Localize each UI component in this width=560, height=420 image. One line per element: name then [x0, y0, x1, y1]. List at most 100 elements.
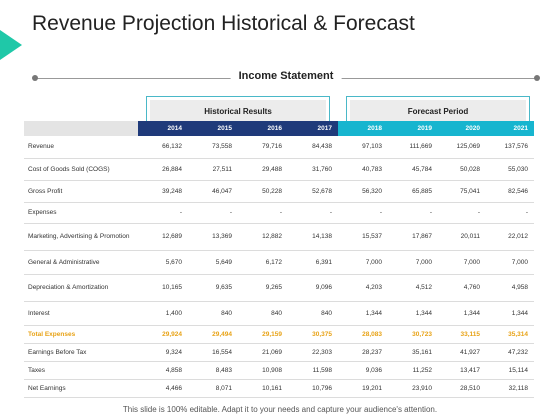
value-cell: 8,071 — [188, 379, 238, 398]
value-cell: 35,161 — [388, 343, 438, 362]
year-header: 2017 — [288, 121, 338, 136]
row-label: Depreciation & Amortization — [24, 274, 138, 302]
value-cell: 45,784 — [388, 158, 438, 181]
value-cell: 6,391 — [288, 250, 338, 275]
value-cell: 13,417 — [438, 361, 486, 380]
value-cell: 11,252 — [388, 361, 438, 380]
value-cell: 111,669 — [388, 136, 438, 159]
row-label: Revenue — [24, 136, 138, 159]
value-cell: - — [486, 202, 534, 224]
value-cell: - — [388, 202, 438, 224]
value-cell: 10,908 — [238, 361, 288, 380]
value-cell: 28,083 — [338, 325, 388, 344]
value-cell: 15,537 — [338, 223, 388, 251]
value-cell: - — [438, 202, 486, 224]
year-header: 2021 — [486, 121, 534, 136]
row-label: Earnings Before Tax — [24, 343, 138, 362]
row-label: Marketing, Advertising & Promotion — [24, 223, 138, 251]
value-cell: 7,000 — [388, 250, 438, 275]
value-cell: 125,069 — [438, 136, 486, 159]
year-header: 2015 — [188, 121, 238, 136]
value-cell: 1,344 — [338, 301, 388, 326]
value-cell: 137,576 — [486, 136, 534, 159]
value-cell: 79,716 — [238, 136, 288, 159]
value-cell: 1,344 — [388, 301, 438, 326]
value-cell: 4,512 — [388, 274, 438, 302]
subtitle-dot-left — [32, 75, 38, 81]
value-cell: 7,000 — [438, 250, 486, 275]
row-label: Total Expenses — [24, 325, 138, 344]
value-cell: 10,165 — [138, 274, 188, 302]
value-cell: 65,885 — [388, 180, 438, 203]
value-cell: 1,344 — [486, 301, 534, 326]
value-cell: 10,796 — [288, 379, 338, 398]
table-row: Depreciation & Amortization 10,165 9,635 9,… — [24, 274, 534, 302]
value-cell: 9,036 — [338, 361, 388, 380]
value-cell: 21,069 — [238, 343, 288, 362]
value-cell: - — [238, 202, 288, 224]
value-cell: 27,511 — [188, 158, 238, 181]
value-cell: 29,924 — [138, 325, 188, 344]
page-title: Revenue Projection Historical & Forecast — [32, 12, 415, 35]
row-label: General & Administrative — [24, 250, 138, 275]
value-cell: 29,159 — [238, 325, 288, 344]
value-cell: 13,369 — [188, 223, 238, 251]
year-header: 2019 — [388, 121, 438, 136]
subtitle: Income Statement — [230, 70, 342, 82]
value-cell: 5,649 — [188, 250, 238, 275]
forecast-group-label: Forecast Period — [350, 100, 526, 123]
table-row: Expenses - - - - - - - - — [24, 202, 534, 224]
value-cell: 33,115 — [438, 325, 486, 344]
table-row: Cost of Goods Sold (COGS) 26,884 27,511 29,… — [24, 158, 534, 181]
value-cell: 9,096 — [288, 274, 338, 302]
value-cell: 14,138 — [288, 223, 338, 251]
value-cell: 66,132 — [138, 136, 188, 159]
row-label: Expenses — [24, 202, 138, 224]
row-label: Taxes — [24, 361, 138, 380]
subtitle-dot-right — [534, 75, 540, 81]
table-row: Gross Profit 39,248 46,047 50,228 52,678 56,3… — [24, 180, 534, 203]
year-header: 2016 — [238, 121, 288, 136]
value-cell: 12,882 — [238, 223, 288, 251]
value-cell: 15,114 — [486, 361, 534, 380]
value-cell: 19,201 — [338, 379, 388, 398]
row-label: Gross Profit — [24, 180, 138, 203]
value-cell: 28,510 — [438, 379, 486, 398]
value-cell: 35,314 — [486, 325, 534, 344]
value-cell: 32,118 — [486, 379, 534, 398]
table-row: Interest 1,400 840 840 840 1,344 1,344 1,344 1,3… — [24, 301, 534, 326]
value-cell: - — [188, 202, 238, 224]
year-header: 2014 — [138, 121, 188, 136]
value-cell: 26,884 — [138, 158, 188, 181]
value-cell: 4,760 — [438, 274, 486, 302]
row-label: Net Earnings — [24, 379, 138, 398]
value-cell: 73,558 — [188, 136, 238, 159]
value-cell: 7,000 — [338, 250, 388, 275]
value-cell: 30,723 — [388, 325, 438, 344]
value-cell: 41,927 — [438, 343, 486, 362]
value-cell: 52,678 — [288, 180, 338, 203]
value-cell: - — [138, 202, 188, 224]
value-cell: - — [338, 202, 388, 224]
value-cell: 12,689 — [138, 223, 188, 251]
value-cell: 9,265 — [238, 274, 288, 302]
value-cell: 4,858 — [138, 361, 188, 380]
value-cell: 16,554 — [188, 343, 238, 362]
table-row: General & Administrative 5,670 5,649 6,172 6… — [24, 250, 534, 275]
value-cell: 8,483 — [188, 361, 238, 380]
value-cell: 6,172 — [238, 250, 288, 275]
value-cell: 75,041 — [438, 180, 486, 203]
value-cell: 31,760 — [288, 158, 338, 181]
value-cell: 840 — [188, 301, 238, 326]
value-cell: 4,466 — [138, 379, 188, 398]
value-cell: 30,375 — [288, 325, 338, 344]
table-row: Net Earnings 4,466 8,071 10,161 10,796 19,201… — [24, 379, 534, 398]
table-row: Taxes 4,858 8,483 10,908 11,598 9,036 11,252 13… — [24, 361, 534, 380]
historical-group-label: Historical Results — [150, 100, 326, 123]
value-cell: 5,670 — [138, 250, 188, 275]
value-cell: 97,103 — [338, 136, 388, 159]
value-cell: 840 — [238, 301, 288, 326]
value-cell: 29,494 — [188, 325, 238, 344]
value-cell: 10,161 — [238, 379, 288, 398]
value-cell: 17,867 — [388, 223, 438, 251]
